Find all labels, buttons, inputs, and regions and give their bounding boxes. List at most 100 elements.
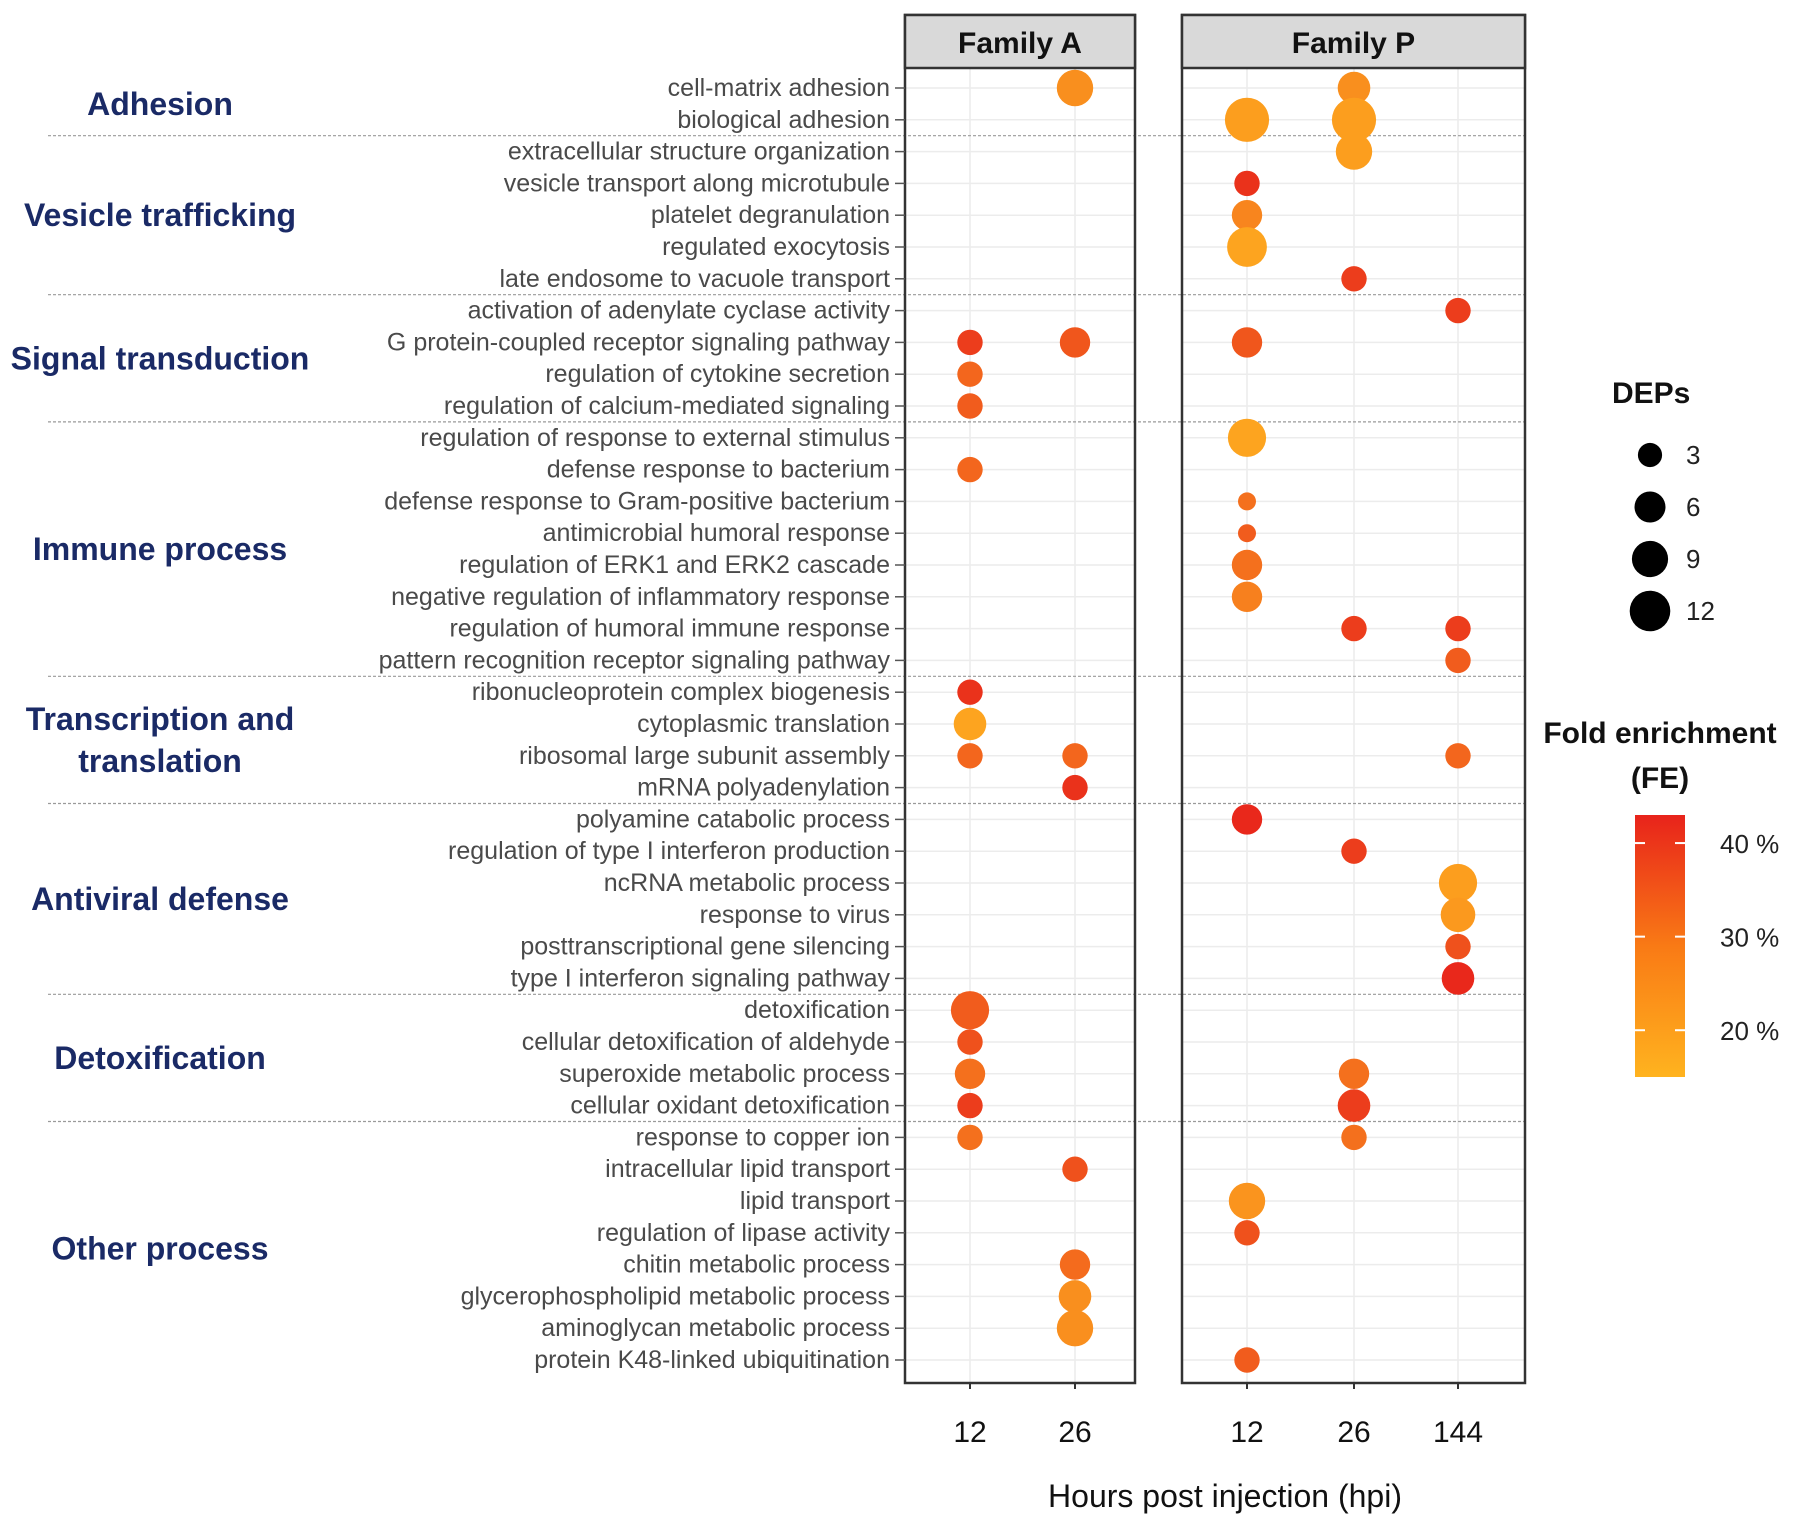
category-label: Signal transduction	[11, 340, 310, 376]
size-legend-dot	[1634, 491, 1666, 523]
term-label: cellular detoxification of aldehyde	[522, 1028, 890, 1056]
term-label: type I interferon signaling pathway	[511, 964, 891, 992]
category-labels: Adhesion Vesicle trafficking Signal transd…	[11, 86, 310, 1267]
size-legend-items: 3 6 9 12	[1629, 440, 1715, 632]
data-point	[1440, 897, 1476, 933]
size-legend-label: 3	[1686, 440, 1700, 470]
data-point	[957, 743, 983, 769]
category-label: Immune process	[33, 531, 287, 567]
color-legend-label: 20 %	[1720, 1016, 1779, 1046]
data-point	[957, 1029, 983, 1055]
x-tick-label: 26	[1337, 1416, 1370, 1449]
data-point	[1059, 327, 1091, 358]
data-point	[1445, 297, 1471, 324]
color-legend-label: 40 %	[1720, 829, 1779, 859]
data-point	[957, 393, 983, 419]
category-label: Other process	[52, 1231, 269, 1267]
data-point	[1234, 1347, 1260, 1373]
term-label: platelet degranulation	[651, 201, 890, 229]
data-point	[957, 329, 983, 356]
color-legend-title: Fold enrichment	[1543, 717, 1776, 750]
size-legend-dot	[1637, 442, 1663, 468]
term-label: regulation of calcium-mediated signaling	[444, 392, 890, 420]
data-point	[957, 361, 983, 387]
term-label: cellular oxidant detoxification	[570, 1092, 890, 1120]
term-label: regulation of ERK1 and ERK2 cascade	[459, 551, 890, 579]
term-label: regulation of cytokine secretion	[545, 360, 890, 388]
category-separators	[48, 135, 1525, 1123]
category-label: Detoxification	[54, 1040, 266, 1076]
size-legend-label: 6	[1686, 492, 1700, 522]
data-point	[1337, 71, 1371, 105]
data-point	[1445, 647, 1471, 674]
term-label: mRNA polyadenylation	[637, 774, 890, 802]
data-point	[1337, 1089, 1371, 1122]
category-label: Transcription and	[26, 701, 294, 737]
term-label: superoxide metabolic process	[559, 1060, 890, 1088]
color-legend-bar	[1635, 815, 1685, 1077]
facet-panels: Family A Family P	[903, 13, 1527, 1385]
data-point	[957, 679, 983, 705]
x-axis-label: Hours post injection (hpi)	[1048, 1478, 1402, 1514]
term-label: regulated exocytosis	[662, 233, 890, 261]
term-label: extracellular structure organization	[508, 138, 890, 166]
data-point	[1224, 97, 1270, 142]
data-point	[1231, 200, 1263, 231]
color-legend-label: 30 %	[1720, 923, 1779, 953]
grid-layer	[905, 68, 1525, 1383]
data-point	[1228, 1182, 1266, 1220]
data-point	[1445, 933, 1471, 960]
x-tick-label: 144	[1433, 1416, 1483, 1449]
term-label: regulation of response to external stimu…	[420, 424, 890, 452]
data-point	[1062, 1156, 1088, 1182]
data-point	[1441, 962, 1475, 995]
term-label: aminoglycan metabolic process	[541, 1314, 890, 1342]
data-point	[1341, 1124, 1367, 1151]
term-label: detoxification	[744, 996, 890, 1024]
term-label: polyamine catabolic process	[576, 805, 890, 833]
data-point	[1058, 1280, 1092, 1313]
panel-strip	[903, 13, 1137, 70]
data-point	[1234, 170, 1260, 197]
data-point	[1234, 1220, 1260, 1246]
term-label: defense response to Gram-positive bacter…	[384, 487, 890, 515]
data-points	[950, 69, 1478, 1373]
size-legend-title: DEPs	[1612, 377, 1690, 410]
panel-strip-label: Family A	[958, 27, 1082, 60]
term-label: activation of adenylate cyclase activity	[468, 297, 891, 325]
term-label: intracellular lipid transport	[605, 1155, 890, 1183]
term-label: response to copper ion	[636, 1123, 890, 1151]
data-point	[954, 1058, 986, 1090]
x-tick-label: 26	[1058, 1416, 1091, 1449]
color-legend-title: (FE)	[1631, 762, 1689, 795]
data-point	[957, 1124, 983, 1151]
data-point	[1338, 1058, 1370, 1090]
data-point	[1231, 581, 1263, 612]
category-label: Antiviral defense	[31, 881, 289, 917]
data-point	[1438, 863, 1478, 903]
data-point	[1062, 743, 1088, 769]
term-label: ribonucleoprotein complex biogenesis	[472, 678, 890, 706]
term-label: response to virus	[700, 901, 890, 929]
term-label: chitin metabolic process	[623, 1251, 890, 1279]
size-legend-label: 12	[1686, 596, 1715, 626]
term-label: antimicrobial humoral response	[543, 519, 890, 547]
data-point	[1056, 1310, 1094, 1347]
term-label: regulation of lipase activity	[597, 1219, 891, 1247]
term-label: cytoplasmic translation	[637, 710, 890, 738]
term-label: regulation of humoral immune response	[449, 615, 890, 643]
term-label: protein K48-linked ubiquitination	[534, 1346, 890, 1374]
data-point	[957, 456, 983, 483]
data-point	[1227, 227, 1267, 267]
data-point	[1062, 774, 1088, 801]
data-point	[1445, 743, 1471, 769]
term-label: ribosomal large subunit assembly	[519, 742, 891, 770]
data-point	[953, 707, 987, 741]
term-label: G protein-coupled receptor signaling pat…	[387, 328, 891, 356]
size-legend-dot	[1629, 590, 1671, 632]
term-label: pattern recognition receptor signaling p…	[379, 646, 891, 674]
legend: DEPs 3 6 9 12 Fold enrichment (FE) 40 % 30 % 20…	[1543, 377, 1779, 1077]
data-point	[1227, 418, 1267, 457]
term-label: late endosome to vacuole transport	[499, 265, 890, 293]
